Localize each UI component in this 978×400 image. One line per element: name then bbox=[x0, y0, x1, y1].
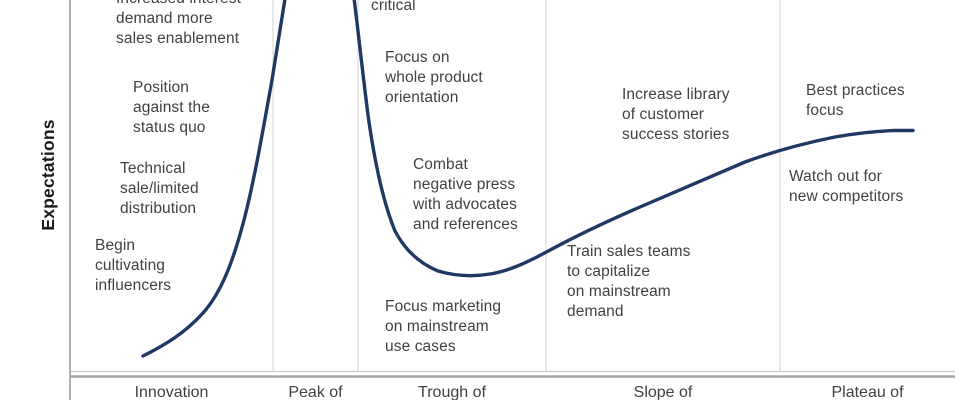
hype-curve bbox=[141, 0, 915, 358]
phase-label-plateau: Plateau of bbox=[831, 384, 904, 400]
annotation-watch-out: Watch out for new competitors bbox=[789, 168, 904, 205]
annotation-train-sales: Train sales teams to capitalize on mains… bbox=[567, 243, 691, 320]
phase-label-trough: Trough of bbox=[418, 384, 486, 400]
annotation-combat-press: Combat negative press with advocates and… bbox=[413, 156, 518, 233]
annotation-position-status-quo: Position against the status quo bbox=[133, 79, 210, 136]
annotation-whole-product: Focus on whole product orientation bbox=[385, 49, 483, 106]
phase-label-slope: Slope of bbox=[633, 384, 693, 400]
annotation-sales-enablement: Increased interest demand more sales ena… bbox=[116, 0, 241, 47]
annotation-begin-influencers: Begin cultivating influencers bbox=[95, 237, 172, 294]
annotation-critical: critical bbox=[371, 0, 416, 14]
annotation-focus-marketing: Focus marketing on mainstream use cases bbox=[385, 298, 502, 355]
annotation-technical-sale: Technical sale/limited distribution bbox=[120, 160, 199, 217]
annotation-best-practices: Best practices focus bbox=[806, 82, 905, 119]
phase-label-innovation: Innovation bbox=[134, 384, 209, 400]
phase-label-peak: Peak of bbox=[288, 384, 343, 400]
y-axis-label: Expectations bbox=[38, 119, 58, 231]
annotation-increase-library: Increase library of customer success sto… bbox=[622, 86, 730, 143]
